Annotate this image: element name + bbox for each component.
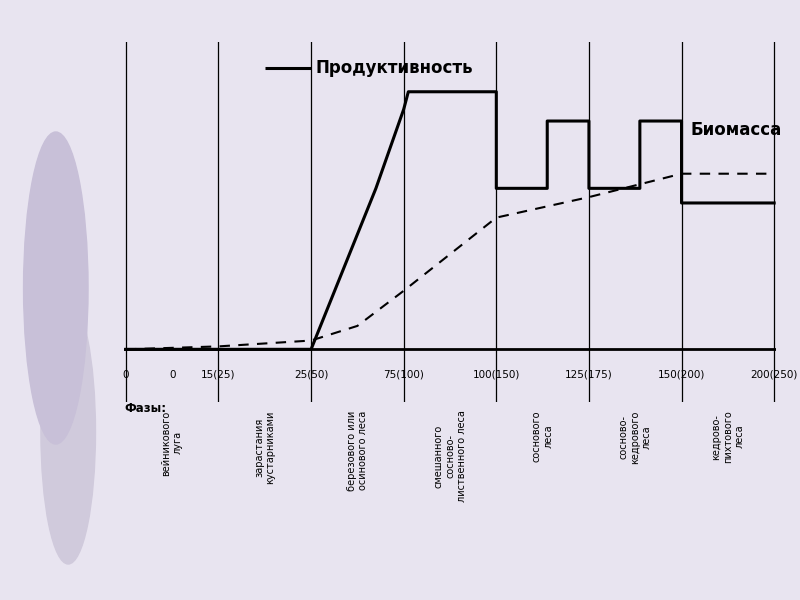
Text: Фазы:: Фазы: [124, 402, 166, 415]
Text: 25(50): 25(50) [294, 370, 328, 380]
Text: 0: 0 [122, 370, 129, 380]
Text: сосново-
кедрового
леса: сосново- кедрового леса [618, 410, 652, 464]
Text: 75(100): 75(100) [383, 370, 424, 380]
Text: березового или
осинового леса: березового или осинового леса [346, 410, 368, 491]
Text: Биомасса: Биомасса [690, 121, 782, 139]
Text: 0: 0 [169, 370, 175, 380]
Text: зарастания
кустарниками: зарастания кустарниками [254, 410, 275, 484]
Circle shape [41, 300, 95, 564]
Text: 15(25): 15(25) [202, 370, 236, 380]
Text: вейникового
луга: вейникового луга [162, 410, 183, 476]
Text: 125(175): 125(175) [565, 370, 613, 380]
Text: 100(150): 100(150) [473, 370, 520, 380]
Text: Продуктивность: Продуктивность [316, 59, 474, 77]
Text: 200(250): 200(250) [750, 370, 798, 380]
Text: кедрово-
пихтового
леса: кедрово- пихтового леса [711, 410, 745, 463]
Circle shape [23, 132, 88, 444]
Text: соснового
леса: соснового леса [532, 410, 554, 462]
Text: 150(200): 150(200) [658, 370, 706, 380]
Text: смешанного
сосново-
лиственного леса: смешанного сосново- лиственного леса [434, 410, 466, 502]
